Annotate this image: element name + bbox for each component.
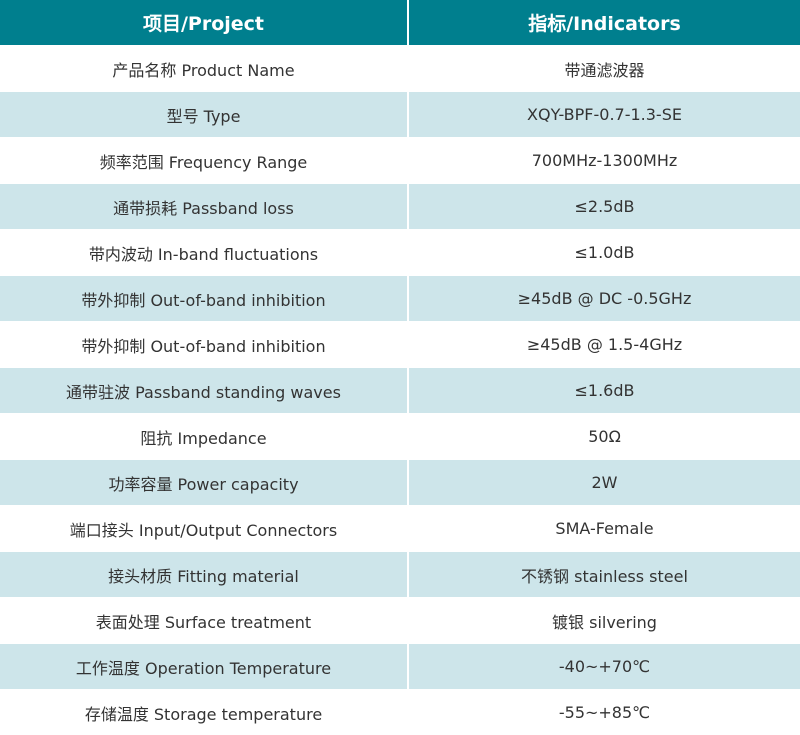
cell-project: 频率范围 Frequency Range <box>0 138 408 184</box>
table-row: 工作温度 Operation Temperature-40~+70℃ <box>0 644 800 690</box>
table-row: 通带损耗 Passband loss≤2.5dB <box>0 184 800 230</box>
cell-project: 带外抑制 Out-of-band inhibition <box>0 322 408 368</box>
cell-project: 产品名称 Product Name <box>0 46 408 92</box>
cell-indicator: SMA-Female <box>408 506 800 552</box>
cell-indicator: 带通滤波器 <box>408 46 800 92</box>
header-indicators: 指标/Indicators <box>408 0 800 46</box>
header-project: 项目/Project <box>0 0 408 46</box>
cell-indicator: ≥45dB @ 1.5-4GHz <box>408 322 800 368</box>
cell-indicator: 50Ω <box>408 414 800 460</box>
cell-indicator: ≤2.5dB <box>408 184 800 230</box>
cell-project: 存储温度 Storage temperature <box>0 690 408 735</box>
cell-indicator: ≥45dB @ DC -0.5GHz <box>408 276 800 322</box>
table-row: 存储温度 Storage temperature-55~+85℃ <box>0 690 800 735</box>
cell-indicator: 不锈钢 stainless steel <box>408 552 800 598</box>
cell-project: 接头材质 Fitting material <box>0 552 408 598</box>
cell-project: 工作温度 Operation Temperature <box>0 644 408 690</box>
cell-project: 端口接头 Input/Output Connectors <box>0 506 408 552</box>
cell-project: 带外抑制 Out-of-band inhibition <box>0 276 408 322</box>
cell-project: 功率容量 Power capacity <box>0 460 408 506</box>
cell-indicator: ≤1.6dB <box>408 368 800 414</box>
cell-indicator: -55~+85℃ <box>408 690 800 735</box>
table-row: 带内波动 In-band fluctuations≤1.0dB <box>0 230 800 276</box>
table-header-row: 项目/Project 指标/Indicators <box>0 0 800 46</box>
cell-indicator: -40~+70℃ <box>408 644 800 690</box>
cell-indicator: 700MHz-1300MHz <box>408 138 800 184</box>
cell-project: 通带驻波 Passband standing waves <box>0 368 408 414</box>
table-row: 带外抑制 Out-of-band inhibition≥45dB @ 1.5-4… <box>0 322 800 368</box>
cell-project: 型号 Type <box>0 92 408 138</box>
table-row: 带外抑制 Out-of-band inhibition≥45dB @ DC -0… <box>0 276 800 322</box>
table-row: 通带驻波 Passband standing waves≤1.6dB <box>0 368 800 414</box>
cell-project: 通带损耗 Passband loss <box>0 184 408 230</box>
cell-project: 带内波动 In-band fluctuations <box>0 230 408 276</box>
cell-indicator: XQY-BPF-0.7-1.3-SE <box>408 92 800 138</box>
cell-project: 阻抗 Impedance <box>0 414 408 460</box>
cell-indicator: 2W <box>408 460 800 506</box>
cell-indicator: 镀银 silvering <box>408 598 800 644</box>
cell-project: 表面处理 Surface treatment <box>0 598 408 644</box>
cell-indicator: ≤1.0dB <box>408 230 800 276</box>
